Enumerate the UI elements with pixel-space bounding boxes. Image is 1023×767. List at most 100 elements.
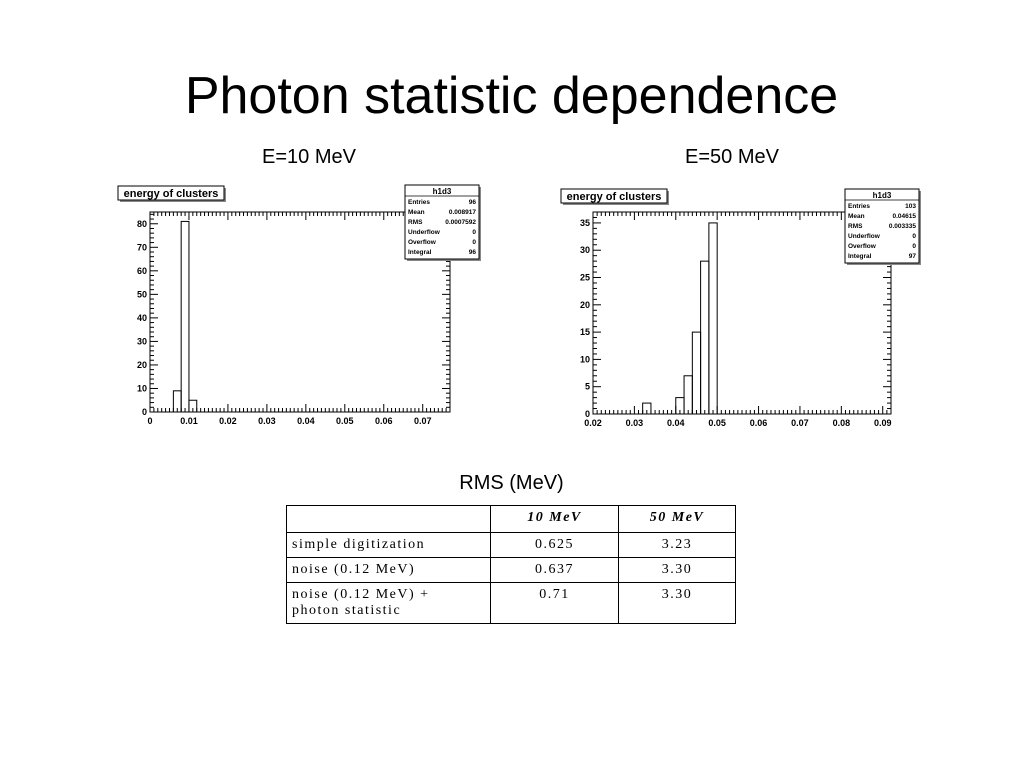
x-tick-label: 0.03 [258, 416, 276, 426]
y-tick-label: 25 [580, 273, 590, 283]
title-frame [117, 185, 225, 201]
x-tick-label: 0.07 [414, 416, 432, 426]
x-tick-label: 0 [147, 416, 152, 426]
y-tick-label: 40 [137, 313, 147, 323]
histogram-title-box: energy of clusters [117, 185, 226, 202]
x-tick-label: 0.03 [626, 418, 644, 428]
y-tick-label: 10 [580, 354, 590, 364]
table-header-row: 10 MeV 50 MeV [286, 505, 736, 533]
x-tick-label: 0.08 [833, 418, 851, 428]
y-tick-label: 80 [137, 219, 147, 229]
stats-key: Entries [848, 203, 870, 210]
stats-key: Mean [408, 209, 425, 216]
stats-value: 0.04615 [893, 213, 917, 220]
histogram-bar [188, 399, 198, 413]
x-tick-label: 0.04 [667, 418, 685, 428]
stats-key: Mean [848, 213, 865, 220]
stats-key: RMS [408, 219, 423, 226]
y-tick-label: 50 [137, 289, 147, 299]
header-cell-10mev: 10 MeV [490, 505, 619, 533]
stats-value: 97 [909, 253, 917, 260]
value-50mev: 3.30 [618, 582, 736, 624]
x-tick-label: 0.06 [750, 418, 768, 428]
stats-key: Integral [848, 253, 872, 260]
row-label-line: noise (0.12 MeV) [292, 562, 416, 577]
y-tick-label: 70 [137, 242, 147, 252]
value-10mev: 0.625 [490, 532, 619, 558]
x-tick-label: 0.06 [375, 416, 393, 426]
stats-value: 0 [472, 239, 476, 246]
histogram-title-box: energy of clusters [560, 188, 669, 205]
y-tick-label: 0 [585, 409, 590, 419]
y-tick-label: 20 [137, 360, 147, 370]
title-frame [560, 188, 668, 204]
rms-table: 10 MeV 50 MeV simple digitization 0.625 … [286, 505, 736, 624]
x-tick-label: 0.05 [708, 418, 726, 428]
row-label: noise (0.12 MeV) [286, 557, 491, 583]
stats-value: 96 [469, 199, 477, 206]
stats-name: h1d3 [873, 191, 892, 200]
stats-value: 0.0007592 [445, 219, 476, 226]
stats-value: 0 [912, 233, 916, 240]
value-50mev: 3.23 [618, 532, 736, 558]
stats-value: 96 [469, 249, 477, 256]
x-tick-label: 0.02 [219, 416, 237, 426]
x-tick-label: 0.01 [180, 416, 198, 426]
histogram-bar [180, 220, 190, 413]
x-tick-label: 0.04 [297, 416, 315, 426]
value-50mev: 3.30 [618, 557, 736, 583]
stats-value: 0 [472, 229, 476, 236]
stats-key: Underflow [408, 229, 441, 236]
histogram-50mev: 0.02 0.03 0.04 0.05 0.06 0.07 0.08 0.09 0 5 10 15 20… [560, 188, 921, 428]
table-title: RMS (MeV) [459, 472, 564, 494]
y-tick-label: 60 [137, 266, 147, 276]
row-label-line: noise (0.12 MeV) + [292, 587, 430, 602]
y-tick-label: 30 [137, 336, 147, 346]
chart-caption-50mev: E=50 MeV [685, 146, 779, 168]
stats-value: 0 [912, 243, 916, 250]
value-10mev: 0.71 [490, 582, 619, 624]
y-tick-label: 35 [580, 218, 590, 228]
header-cell-empty [286, 505, 491, 533]
table-row: noise (0.12 MeV) + photon statistic 0.71 … [286, 582, 736, 624]
value-10mev: 0.637 [490, 557, 619, 583]
stats-name: h1d3 [433, 187, 452, 196]
table-row: simple digitization 0.625 3.23 [286, 532, 736, 558]
histogram-bar [708, 222, 718, 415]
y-tick-label: 15 [580, 327, 590, 337]
y-tick-label: 20 [580, 300, 590, 310]
stats-key: Entries [408, 199, 430, 206]
y-tick-label: 30 [580, 245, 590, 255]
stats-frame [844, 188, 920, 264]
histogram-title: energy of clusters [567, 191, 662, 203]
y-tick-label: 0 [142, 407, 147, 417]
histogram-10mev: 0 0.01 0.02 0.03 0.04 0.05 0.06 0.07 0 10 20 30 40 50… [117, 184, 481, 426]
x-tick-label: 0.09 [874, 418, 892, 428]
stats-key: Integral [408, 249, 432, 256]
header-cell-50mev: 50 MeV [618, 505, 736, 533]
stats-value: 0.008917 [449, 209, 476, 216]
row-label-line: photon statistic [292, 603, 402, 618]
x-tick-label: 0.07 [791, 418, 809, 428]
stats-key: RMS [848, 223, 863, 230]
plot-frame [149, 211, 451, 413]
stats-frame [404, 184, 480, 260]
x-tick-label: 0.05 [336, 416, 354, 426]
histogram-bar [642, 402, 652, 415]
table-row: noise (0.12 MeV) 0.637 3.30 [286, 557, 736, 583]
x-tick-label: 0.02 [584, 418, 602, 428]
y-tick-label: 10 [137, 383, 147, 393]
y-tick-label: 5 [585, 382, 590, 392]
stats-value: 103 [905, 203, 916, 210]
row-label: simple digitization [286, 532, 491, 558]
plot-frame [592, 211, 892, 415]
stats-value: 0.003335 [889, 223, 916, 230]
stats-key: Overflow [848, 243, 877, 250]
stats-key: Overflow [408, 239, 437, 246]
chart-caption-10mev: E=10 MeV [262, 146, 356, 168]
slide-title: Photon statistic dependence [184, 67, 839, 125]
row-label: noise (0.12 MeV) + photon statistic [286, 582, 491, 624]
row-label-line: simple digitization [292, 537, 426, 552]
